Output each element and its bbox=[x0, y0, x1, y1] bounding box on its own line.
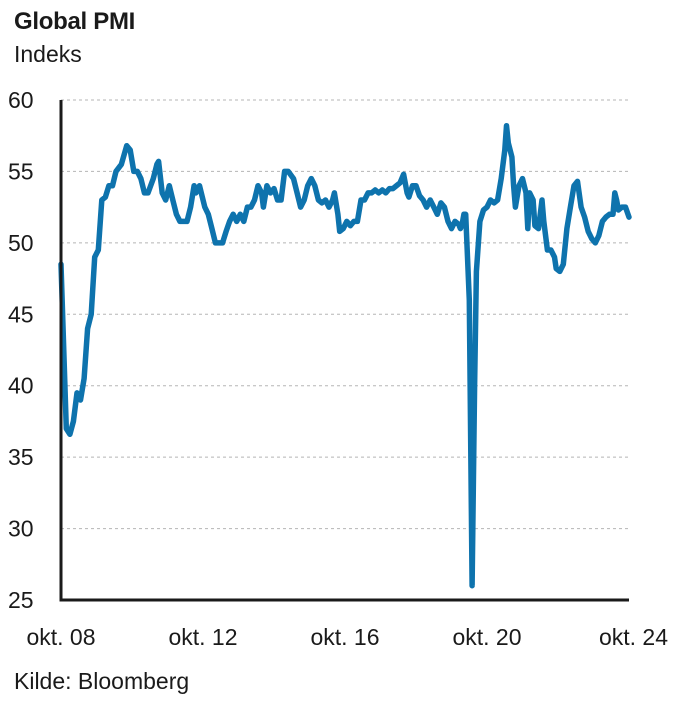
chart-subtitle: Indeks bbox=[14, 41, 82, 67]
y-tick-label: 45 bbox=[8, 301, 34, 327]
chart-title: Global PMI bbox=[14, 8, 136, 35]
y-axis-ticks: 25 30 35 40 45 50 55 60 bbox=[8, 87, 34, 613]
axes bbox=[59, 100, 629, 602]
y-tick-label: 30 bbox=[8, 516, 34, 542]
x-tick-label: okt. 20 bbox=[452, 624, 521, 650]
x-axis-ticks: okt. 08 okt. 12 okt. 16 okt. 20 okt. 24 bbox=[26, 624, 668, 650]
x-tick-label: okt. 12 bbox=[168, 624, 237, 650]
series-lines bbox=[58, 122, 632, 589]
y-tick-label: 35 bbox=[8, 444, 34, 470]
x-tick-label: okt. 08 bbox=[26, 624, 95, 650]
y-tick-label: 40 bbox=[8, 373, 34, 399]
series-line-0 bbox=[58, 122, 632, 589]
x-tick-label: okt. 16 bbox=[310, 624, 379, 650]
y-tick-label: 25 bbox=[8, 587, 34, 613]
gridlines bbox=[61, 99, 629, 530]
x-tick-label: okt. 24 bbox=[599, 624, 668, 650]
y-tick-label: 60 bbox=[8, 87, 34, 113]
y-tick-label: 55 bbox=[8, 158, 34, 184]
source-note: Kilde: Bloomberg bbox=[14, 668, 190, 694]
y-tick-label: 50 bbox=[8, 230, 34, 256]
